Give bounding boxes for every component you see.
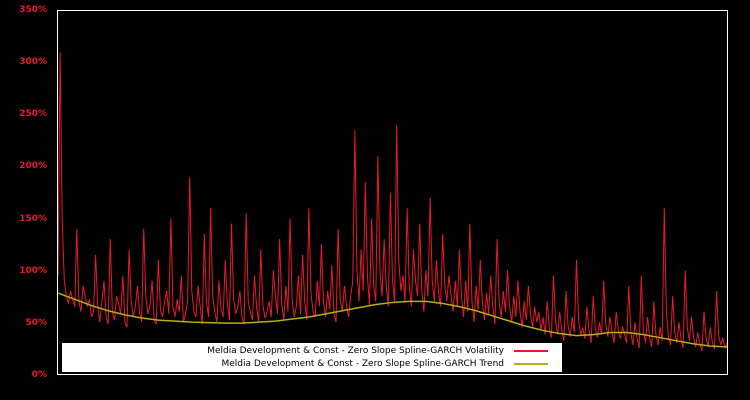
legend-label-trend: Meldia Development & Const - Zero Slope … xyxy=(221,359,504,369)
volatility-line-swatch xyxy=(514,350,548,352)
y-axis: 350% 300% 250% 200% 150% 100% 50% 0% xyxy=(0,4,52,381)
legend: Meldia Development & Const - Zero Slope … xyxy=(62,343,562,372)
legend-label-volatility: Meldia Development & Const - Zero Slope … xyxy=(207,346,504,356)
y-axis-label: 300% xyxy=(19,57,47,68)
legend-item-volatility: Meldia Development & Const - Zero Slope … xyxy=(68,345,548,358)
plot-area xyxy=(57,10,728,375)
trend-series-line xyxy=(58,292,727,348)
volatility-series-line xyxy=(58,52,727,352)
chart-svg xyxy=(58,52,727,352)
y-axis-label: 100% xyxy=(19,265,47,276)
y-axis-label: 150% xyxy=(19,213,47,224)
y-axis-label: 350% xyxy=(19,5,47,15)
y-axis-label: 0% xyxy=(31,369,47,380)
trend-line-swatch xyxy=(514,363,548,365)
y-axis-label: 250% xyxy=(19,109,47,120)
y-axis-label: 200% xyxy=(19,161,47,172)
y-axis-label: 50% xyxy=(25,317,47,328)
legend-item-trend: Meldia Development & Const - Zero Slope … xyxy=(68,358,548,371)
